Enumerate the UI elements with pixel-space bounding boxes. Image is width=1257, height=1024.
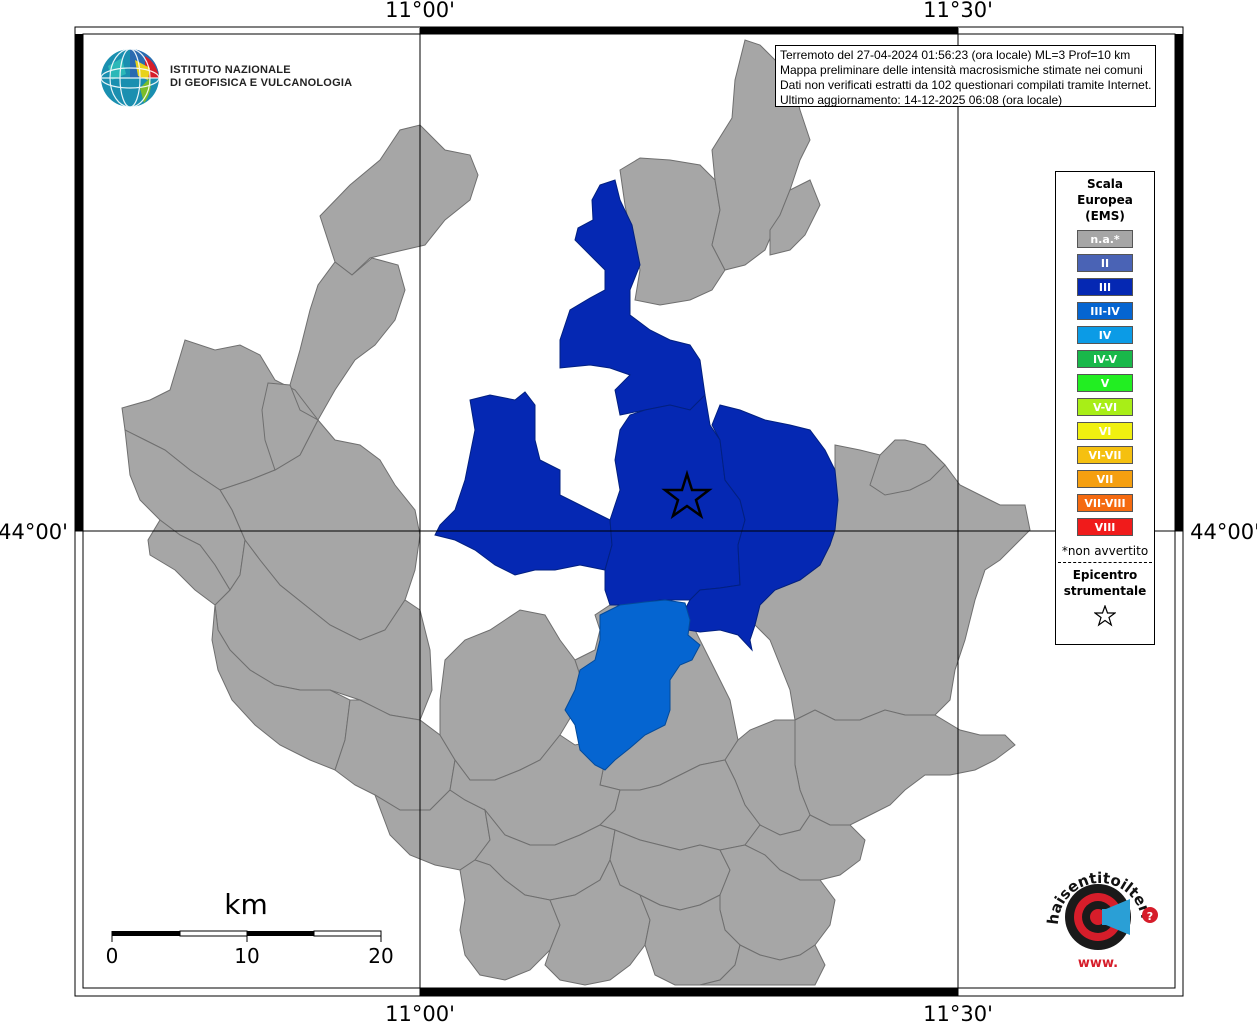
ingv-logo-line2: DI GEOFISICA E VULCANOLOGIA bbox=[170, 77, 353, 89]
municipality-na bbox=[459, 859, 561, 981]
municipality-na bbox=[147, 519, 231, 606]
scale-bar: km 0 10 20 bbox=[106, 888, 394, 968]
event-info-line: Ultimo aggiornamento: 14-12-2025 06:08 (… bbox=[780, 93, 1063, 107]
map-frame bbox=[74, 26, 1184, 997]
legend-item: III-IV bbox=[1077, 302, 1133, 320]
municipality-III bbox=[681, 404, 839, 652]
haisentito-logo: haisentitoilterremoto.it www. ? bbox=[1038, 865, 1158, 971]
frame-bar-left bbox=[75, 34, 83, 531]
epicenter-star bbox=[661, 469, 713, 520]
haisentito-www: www. bbox=[1078, 956, 1118, 971]
municipality-III bbox=[559, 179, 706, 416]
ingv-globe-logo bbox=[100, 48, 160, 108]
municipalities-intensity-III bbox=[434, 179, 839, 652]
scale-segment bbox=[179, 930, 248, 937]
scale-segment bbox=[112, 931, 180, 936]
scale-tick-label: 10 bbox=[234, 944, 259, 968]
legend-item: VIII bbox=[1077, 518, 1133, 536]
municipality-na bbox=[544, 858, 651, 986]
legend-item: V bbox=[1077, 374, 1133, 392]
frame-bar-top bbox=[420, 27, 958, 34]
legend-epicenter-label: Epicentro strumentale bbox=[1056, 567, 1154, 599]
legend-title-line: (EMS) bbox=[1085, 209, 1125, 223]
legend-separator bbox=[1058, 562, 1152, 563]
legend-item: IV bbox=[1077, 326, 1133, 344]
legend-item: VII-VIII bbox=[1077, 494, 1133, 512]
legend-title-line: Europea bbox=[1077, 193, 1133, 207]
legend-item: VII bbox=[1077, 470, 1133, 488]
ingv-logo-line1: ISTITUTO NAZIONALE bbox=[170, 64, 291, 76]
scale-tick-label: 20 bbox=[368, 944, 393, 968]
legend-item: VI-VII bbox=[1077, 446, 1133, 464]
municipality-na bbox=[869, 439, 946, 496]
legend-item: V-VI bbox=[1077, 398, 1133, 416]
event-info-box: Terremoto del 27-04-2024 01:56:23 (ora l… bbox=[775, 45, 1156, 107]
municipality-na bbox=[289, 257, 406, 421]
legend-items: n.a.* II III III-IV IV IV-V V V-VI VI VI-VII VII VI… bbox=[1056, 230, 1154, 536]
municipality-na bbox=[334, 699, 456, 811]
legend-item: IV-V bbox=[1077, 350, 1133, 368]
municipality-III bbox=[434, 391, 613, 576]
legend-star-icon bbox=[1056, 604, 1154, 631]
municipality-na bbox=[794, 709, 1016, 826]
municipality-na bbox=[769, 179, 821, 256]
coord-bottom-left: 11°00' bbox=[385, 1002, 455, 1024]
event-info-line: Terremoto del 27-04-2024 01:56:23 (ora l… bbox=[780, 48, 1131, 62]
frame-bar-right bbox=[1175, 34, 1183, 531]
scale-segment bbox=[313, 930, 382, 937]
legend-item: III bbox=[1077, 278, 1133, 296]
municipality-na bbox=[699, 944, 826, 986]
scale-unit: km bbox=[224, 888, 268, 921]
scale-tick-label: 0 bbox=[106, 944, 119, 968]
event-info-line: Mappa preliminare delle intensità macros… bbox=[780, 63, 1143, 77]
legend-item: II bbox=[1077, 254, 1133, 272]
coord-top-right: 11°30' bbox=[923, 0, 993, 22]
municipality-na bbox=[619, 157, 726, 306]
coord-left-lat: 44°00' bbox=[0, 520, 68, 544]
ems-legend: Scala Europea (EMS) n.a.* II III III-IV IV IV… bbox=[1055, 171, 1155, 645]
legend-title: Scala Europea (EMS) bbox=[1056, 176, 1154, 224]
coord-right-lat: 44°00' bbox=[1190, 520, 1257, 544]
graticule bbox=[75, 28, 1183, 996]
legend-epicenter-line: Epicentro bbox=[1072, 568, 1138, 582]
frame-bar-bottom bbox=[420, 988, 958, 996]
legend-item: n.a.* bbox=[1077, 230, 1133, 248]
municipality-III-IV bbox=[564, 599, 701, 771]
municipalities-intensity-III-IV bbox=[564, 599, 701, 771]
legend-item: VI bbox=[1077, 422, 1133, 440]
svg-text:?: ? bbox=[1147, 910, 1153, 923]
legend-note: *non avvertito bbox=[1061, 544, 1149, 558]
municipality-na bbox=[319, 124, 479, 276]
scale-segment bbox=[247, 931, 314, 936]
coord-bottom-right: 11°30' bbox=[923, 1002, 993, 1024]
coord-top-left: 11°00' bbox=[385, 0, 455, 22]
legend-title-line: Scala bbox=[1086, 177, 1124, 191]
municipality-na bbox=[261, 382, 319, 471]
event-info-line: Dati non verificati estratti da 102 ques… bbox=[780, 78, 1152, 92]
legend-epicenter-line: strumentale bbox=[1063, 584, 1147, 598]
ingv-logo-text: ISTITUTO NAZIONALE DI GEOFISICA E VULCAN… bbox=[170, 64, 352, 90]
